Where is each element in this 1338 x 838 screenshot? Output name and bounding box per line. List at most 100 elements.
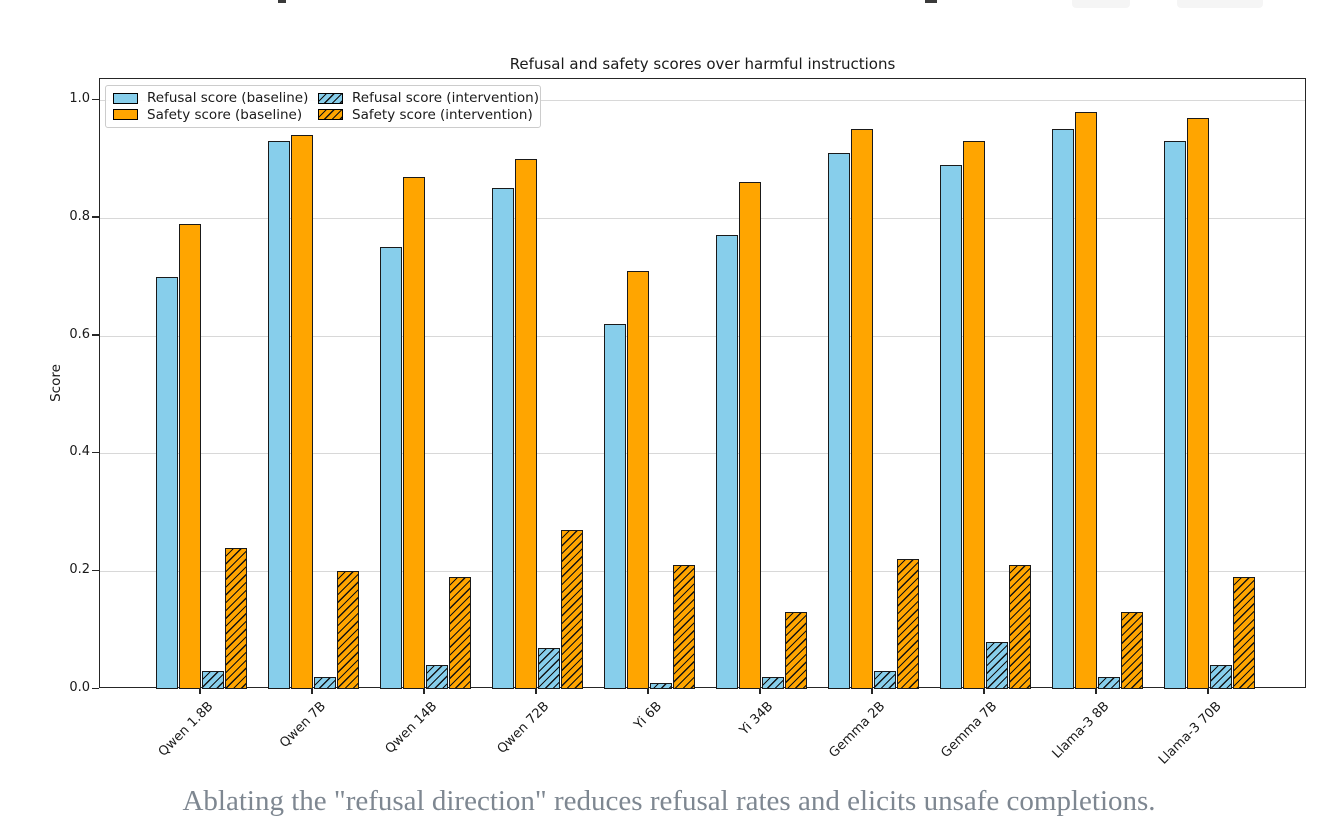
legend-swatch-refusal-baseline: [113, 92, 138, 104]
x-tick-label: Yi 34B: [737, 699, 777, 739]
x-tick-mark: [423, 688, 425, 694]
y-tick-label: 1.0: [69, 91, 90, 106]
bar: [962, 141, 985, 689]
chart-legend: Refusal score (baseline) Safety score (b…: [105, 85, 541, 128]
bar: [492, 188, 514, 689]
legend-entry: Safety score (baseline): [113, 107, 318, 124]
x-tick-label: Gemma 2B: [826, 699, 889, 762]
bar: [673, 565, 695, 689]
plot-area: [99, 78, 1306, 689]
bar: [561, 530, 583, 689]
figure-caption: Ablating the "refusal direction" reduces…: [182, 785, 1156, 817]
bar: [156, 277, 178, 689]
bar: [738, 182, 761, 689]
bar: [1233, 577, 1255, 689]
bar: [626, 271, 649, 689]
x-tick-mark: [871, 688, 873, 694]
bar: [380, 247, 402, 689]
gridline: [100, 100, 1305, 101]
bar: [1164, 141, 1186, 689]
bar: [178, 224, 201, 689]
bar: [225, 548, 247, 689]
x-tick-label: Qwen 7B: [276, 699, 329, 751]
gridline: [100, 335, 1305, 337]
gridline: [100, 453, 1305, 455]
bar: [402, 177, 425, 689]
legend-label: Safety score (baseline): [147, 106, 303, 123]
bar: [604, 324, 626, 689]
y-tick-mark: [92, 334, 99, 336]
bar: [1186, 118, 1209, 689]
y-tick-label: 0.0: [69, 680, 90, 695]
y-axis-label: Score: [48, 364, 64, 402]
legend-label: Refusal score (intervention): [352, 90, 540, 107]
x-tick-mark: [199, 688, 201, 694]
x-tick-label: Qwen 1.8B: [155, 699, 217, 760]
x-tick-mark: [983, 688, 985, 694]
gridline: [100, 571, 1305, 573]
gridline: [100, 217, 1305, 219]
bar: [940, 165, 962, 689]
bar: [201, 671, 224, 689]
y-tick-mark: [92, 451, 99, 454]
bar: [290, 135, 313, 689]
x-tick-label: Yi 6B: [631, 699, 665, 733]
bar: [1074, 112, 1097, 689]
bar: [850, 129, 873, 689]
bar: [897, 559, 919, 689]
x-tick-mark: [1095, 688, 1097, 694]
y-tick-mark: [92, 569, 99, 572]
bar: [649, 683, 672, 689]
bar: [1121, 612, 1143, 689]
bar: [425, 665, 448, 689]
bar: [761, 677, 784, 689]
bar: [828, 153, 850, 689]
legend-entry: Safety score (intervention): [318, 107, 539, 124]
bar: [337, 571, 359, 689]
x-tick-label: Llama-3 70B: [1156, 699, 1225, 768]
y-tick-label: 0.8: [69, 208, 90, 224]
legend-entry: Refusal score (baseline): [113, 90, 318, 107]
bar: [1097, 677, 1120, 689]
chart-title: Refusal and safety scores over harmful i…: [509, 55, 896, 73]
y-tick-mark: [92, 687, 99, 689]
x-tick-label: Llama-3 8B: [1049, 699, 1113, 762]
y-tick-label: 0.4: [69, 444, 90, 460]
x-tick-mark: [759, 688, 761, 694]
y-tick-mark: [92, 216, 99, 218]
cutoff-text-fragment: [925, 0, 937, 3]
legend-swatch-safety-baseline: [113, 109, 138, 121]
x-tick-label: Gemma 7B: [938, 699, 1001, 762]
bar: [985, 642, 1008, 689]
bar: [268, 141, 290, 689]
legend-label: Safety score (intervention): [352, 106, 533, 123]
bar: [1209, 665, 1232, 689]
x-tick-label: Qwen 72B: [494, 699, 553, 757]
y-tick-mark: [92, 98, 99, 100]
y-tick-label: 0.2: [69, 562, 90, 578]
bar: [1009, 565, 1031, 689]
bar: [449, 577, 471, 689]
bar: [716, 235, 738, 689]
bar: [313, 677, 336, 689]
x-tick-mark: [1207, 688, 1209, 694]
bar: [873, 671, 896, 689]
cutoff-text-fragment: [278, 0, 286, 3]
x-tick-label: Qwen 14B: [382, 699, 441, 757]
x-tick-mark: [311, 688, 313, 694]
bar: [1052, 129, 1074, 689]
bar-chart: Refusal and safety scores over harmful i…: [48, 55, 1306, 768]
bar: [514, 159, 537, 689]
bar: [537, 648, 560, 689]
x-tick-mark: [535, 688, 537, 694]
y-tick-label: 0.6: [69, 326, 90, 342]
x-tick-mark: [647, 688, 649, 694]
legend-swatch-safety-intervention: [318, 109, 343, 121]
legend-label: Refusal score (baseline): [147, 90, 309, 107]
legend-swatch-refusal-intervention: [318, 92, 343, 104]
legend-entry: Refusal score (intervention): [318, 90, 539, 107]
cutoff-button[interactable]: [1177, 0, 1263, 8]
bar: [785, 612, 807, 689]
cutoff-button[interactable]: [1072, 0, 1130, 8]
